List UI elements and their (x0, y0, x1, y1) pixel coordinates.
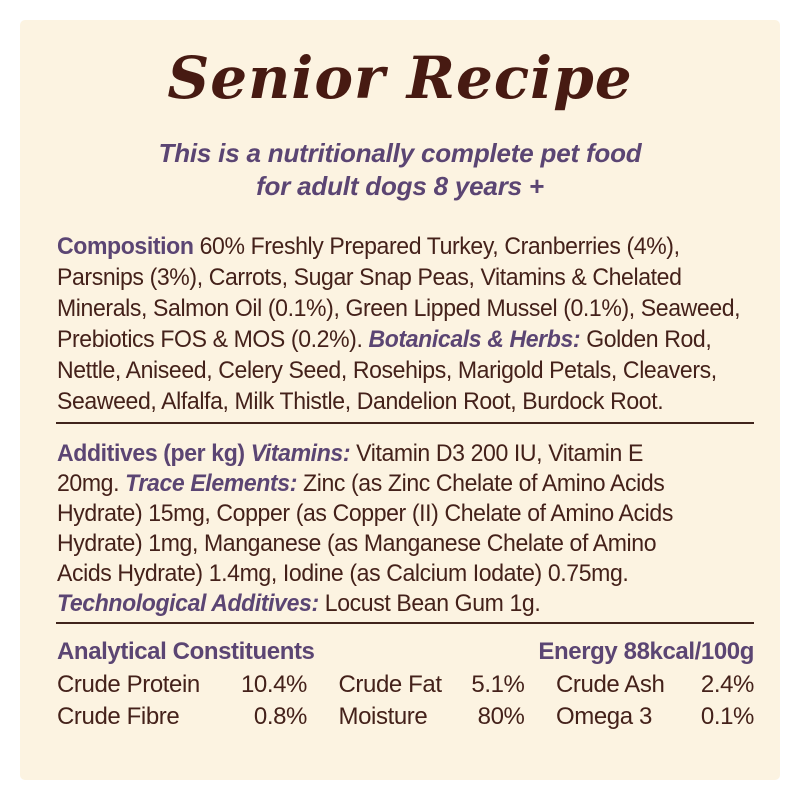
composition-text: 60% Freshly Prepared Turkey, Cranberries… (199, 233, 680, 260)
constituent-value: 80% (477, 703, 525, 730)
composition-line: Seaweed, Alfalfa, Milk Thistle, Dandelio… (57, 388, 664, 415)
technological-additives-label: Technological Additives: (57, 590, 319, 617)
composition-line: Composition 60% Freshly Prepared Turkey,… (57, 231, 728, 262)
constituent-label: Crude Fat (338, 671, 443, 698)
subtitle-line-2: for adult dogs 8 years + (256, 171, 544, 201)
additives-text: 20mg. (57, 470, 120, 497)
section-divider (56, 622, 754, 624)
additives-line: 20mg. Trace Elements: Zinc (as Zinc Chel… (57, 469, 728, 499)
table-cell-crude-ash: Crude Ash 2.4% (556, 669, 754, 701)
table-cell-crude-fat: Crude Fat 5.1% (339, 669, 525, 701)
analytical-table: Crude Protein 10.4% Crude Fat 5.1% Crude… (57, 669, 754, 733)
table-cell-crude-protein: Crude Protein 10.4% (57, 669, 307, 701)
composition-text: Golden Rod, (586, 326, 712, 353)
additives-text: Vitamin D3 200 IU, Vitamin E (356, 440, 643, 467)
table-cell-moisture: Moisture 80% (339, 701, 525, 733)
additives-text: Locust Bean Gum 1g. (324, 590, 541, 617)
constituent-value: 2.4% (700, 671, 755, 698)
section-divider (56, 422, 754, 424)
additives-heading: Additives (per kg) (57, 440, 245, 467)
constituent-value: 0.8% (253, 703, 308, 730)
analytical-header-row: Analytical Constituents Energy 88kcal/10… (57, 636, 754, 667)
additives-section: Additives (per kg) Vitamins: Vitamin D3 … (57, 439, 756, 619)
subtitle: This is a nutritionally complete pet foo… (20, 137, 780, 203)
composition-text: Prebiotics FOS & MOS (0.2%). (57, 326, 363, 353)
constituent-label: Omega 3 (556, 703, 652, 730)
additives-line: Technological Additives: Locust Bean Gum… (57, 589, 728, 619)
constituent-label: Crude Fibre (57, 703, 180, 730)
composition-line: Prebiotics FOS & MOS (0.2%). Botanicals … (57, 324, 728, 355)
constituent-label: Crude Ash (556, 671, 665, 698)
energy-value: Energy 88kcal/100g (538, 638, 754, 665)
pet-food-label-panel: Senior Recipe This is a nutritionally co… (20, 20, 780, 780)
constituent-label: Crude Protein (57, 671, 200, 698)
composition-line: Nettle, Aniseed, Celery Seed, Rosehips, … (57, 357, 717, 384)
trace-elements-label: Trace Elements: (125, 470, 297, 497)
additives-text: Zinc (as Zinc Chelate of Amino Acids (303, 470, 665, 497)
table-cell-crude-fibre: Crude Fibre 0.8% (57, 701, 307, 733)
constituent-label: Moisture (338, 703, 428, 730)
composition-line: Minerals, Salmon Oil (0.1%), Green Lippe… (57, 295, 741, 322)
analytical-heading: Analytical Constituents (57, 638, 315, 665)
table-cell-omega-3: Omega 3 0.1% (556, 701, 754, 733)
constituent-value: 10.4% (240, 671, 307, 698)
constituent-value: 5.1% (471, 671, 525, 698)
additives-line: Acids Hydrate) 1.4mg, Iodine (as Calcium… (57, 560, 629, 587)
additives-line: Additives (per kg) Vitamins: Vitamin D3 … (57, 439, 728, 469)
composition-line: Parsnips (3%), Carrots, Sugar Snap Peas,… (57, 264, 682, 291)
vitamins-label: Vitamins: (250, 440, 351, 467)
page-title: Senior Recipe (167, 44, 633, 112)
additives-line: Hydrate) 1mg, Manganese (as Manganese Ch… (57, 530, 657, 557)
subtitle-line-1: This is a nutritionally complete pet foo… (158, 138, 642, 168)
composition-heading: Composition (57, 233, 194, 260)
constituent-value: 0.1% (700, 703, 755, 730)
botanicals-herbs-label: Botanicals & Herbs: (368, 326, 581, 353)
composition-section: Composition 60% Freshly Prepared Turkey,… (57, 231, 756, 417)
additives-line: Hydrate) 15mg, Copper (as Copper (II) Ch… (57, 500, 673, 527)
analytical-constituents-section: Analytical Constituents Energy 88kcal/10… (57, 636, 754, 733)
